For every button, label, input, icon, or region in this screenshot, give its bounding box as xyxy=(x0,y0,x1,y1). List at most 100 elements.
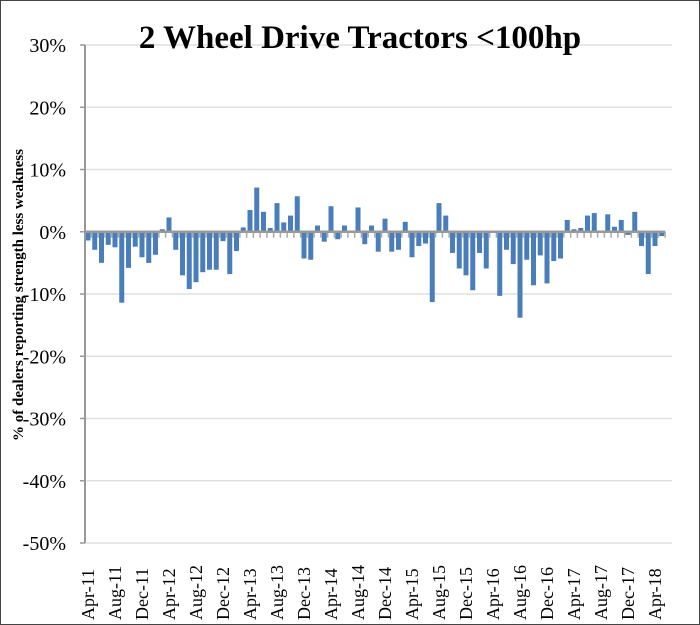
bar xyxy=(308,231,314,260)
bar xyxy=(612,226,617,232)
x-tick-label: Dec-12 xyxy=(213,567,233,620)
bar xyxy=(220,231,226,242)
bar xyxy=(112,231,118,248)
bar xyxy=(153,231,158,255)
gridlines xyxy=(80,44,672,544)
bar xyxy=(423,231,428,244)
bar xyxy=(186,231,192,290)
bar xyxy=(355,207,361,232)
bar xyxy=(301,231,307,259)
bar xyxy=(173,231,179,250)
bar xyxy=(389,231,395,252)
bar xyxy=(119,231,125,303)
y-tick-labels: 30% 20% 10% 0% -10% -20% -30% -40% -50% xyxy=(23,35,66,555)
x-tick-labels: Apr-11 Aug-11 Dec-11 Apr-12 Aug-12 Dec-12 Apr-… xyxy=(78,565,665,620)
x-tick-label: Aug-13 xyxy=(267,565,287,620)
bar xyxy=(429,231,435,303)
x-tick-label: Dec-13 xyxy=(294,567,314,620)
bar xyxy=(659,231,665,237)
bar xyxy=(342,225,347,232)
bar xyxy=(463,231,469,276)
bar xyxy=(132,231,138,247)
bar xyxy=(375,231,381,252)
bar xyxy=(456,231,462,269)
bar xyxy=(321,231,327,242)
x-tick-label: Apr-14 xyxy=(321,568,341,620)
bar xyxy=(193,231,199,283)
bar xyxy=(497,231,503,296)
bar xyxy=(267,228,273,232)
x-tick-label: Dec-15 xyxy=(456,567,476,620)
bar xyxy=(551,231,557,262)
bar xyxy=(254,187,260,232)
bar xyxy=(200,231,206,273)
x-tick-label: Dec-17 xyxy=(618,567,638,620)
bar xyxy=(416,231,422,247)
x-tick-label: Apr-12 xyxy=(159,568,179,620)
bar xyxy=(234,231,239,252)
bar xyxy=(564,219,570,232)
x-tick-label: Aug-16 xyxy=(510,565,530,620)
bar xyxy=(396,231,401,250)
x-tick-label: Apr-17 xyxy=(564,568,584,620)
bar xyxy=(105,231,111,245)
y-tick-label: -50% xyxy=(23,533,66,555)
chart-title: 2 Wheel Drive Tractors <100hp xyxy=(139,20,581,56)
bar xyxy=(450,231,455,253)
y-axis-label: % of dealers reporting strength less wea… xyxy=(11,149,27,441)
bar xyxy=(92,231,98,250)
x-tick-label: Aug-17 xyxy=(591,565,611,620)
bar xyxy=(126,231,131,268)
bar xyxy=(625,231,631,235)
y-tick-label: 0% xyxy=(39,222,66,244)
bar xyxy=(537,231,543,256)
bars xyxy=(85,187,665,318)
y-tick-label: -10% xyxy=(23,284,66,306)
y-tick-label: 20% xyxy=(29,97,66,119)
bar xyxy=(382,218,388,232)
bar xyxy=(261,211,266,232)
bar xyxy=(591,213,597,232)
y-tick-label: 10% xyxy=(29,160,66,182)
bar xyxy=(166,217,172,232)
bar xyxy=(470,231,476,291)
bar xyxy=(639,231,644,247)
bar xyxy=(652,231,658,247)
bar xyxy=(274,203,280,232)
x-tick-label: Apr-15 xyxy=(402,568,422,620)
bar xyxy=(585,215,590,232)
x-tick-label: Aug-14 xyxy=(348,565,368,620)
bar xyxy=(139,231,145,258)
bar xyxy=(369,225,374,232)
bar xyxy=(281,222,287,232)
bar xyxy=(504,231,509,250)
bar xyxy=(294,196,300,232)
x-tick-label: Aug-11 xyxy=(105,566,125,620)
bar xyxy=(240,227,246,232)
x-tick-label: Dec-14 xyxy=(375,567,395,620)
x-tick-label: Apr-18 xyxy=(645,568,665,620)
bar xyxy=(510,231,516,265)
bar xyxy=(402,221,408,232)
y-tick-label: -20% xyxy=(23,346,66,368)
bar xyxy=(483,231,489,269)
bar xyxy=(618,219,624,232)
y-tick-label: -30% xyxy=(23,409,66,431)
bar xyxy=(409,231,415,258)
bar xyxy=(524,231,530,260)
x-tick-label: Dec-16 xyxy=(537,567,557,620)
bar xyxy=(517,231,523,318)
bar xyxy=(544,231,550,284)
bar xyxy=(288,215,293,232)
bar xyxy=(558,231,563,259)
bar xyxy=(180,231,185,276)
bar xyxy=(605,214,611,232)
bar xyxy=(362,231,368,245)
bar xyxy=(477,231,482,253)
bar xyxy=(645,231,651,275)
bar xyxy=(213,231,219,270)
x-tick-label: Apr-16 xyxy=(483,568,503,620)
x-tick-label: Apr-13 xyxy=(240,568,260,620)
